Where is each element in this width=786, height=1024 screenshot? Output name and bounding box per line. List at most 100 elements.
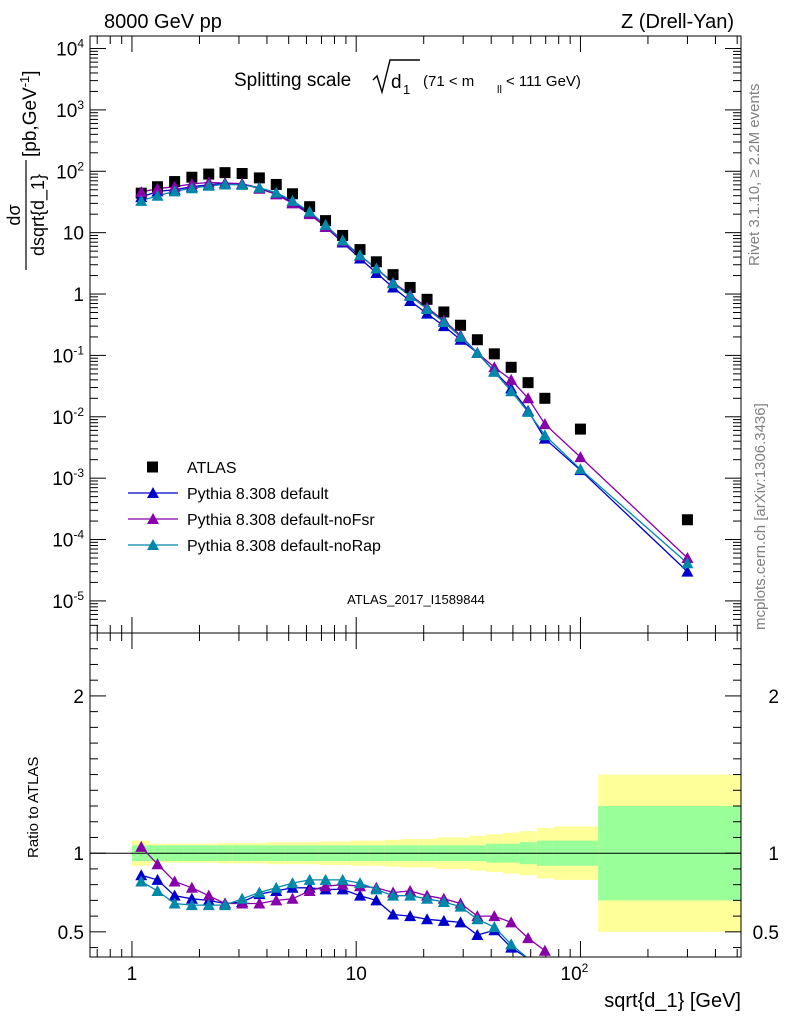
main-data-point-mc — [303, 205, 316, 217]
main-data-point-mc — [319, 219, 332, 231]
ratio-plot-frame — [89, 632, 742, 958]
ratio-data-point — [303, 884, 316, 896]
main-data-point-mc — [421, 303, 434, 315]
main-data-point-atlas — [219, 167, 231, 179]
main-data-point-mc — [151, 189, 164, 201]
ratio-data-point — [168, 875, 181, 887]
main-data-point-atlas — [488, 348, 500, 360]
ratio-data-point — [253, 886, 266, 898]
ratio-data-point — [185, 899, 198, 911]
ylabel-unit: [pb,GeV-1] — [17, 70, 41, 157]
ratio-data-point — [437, 895, 450, 907]
mcplots-label: mcplots.cern.ch [arXiv:1306.3436] — [752, 403, 769, 630]
ratio-data-point — [505, 938, 518, 950]
y-tick-label-ratio-left: 2 — [73, 687, 84, 708]
ratio-data-point — [336, 873, 349, 885]
main-data-point-mc — [286, 194, 299, 206]
ratio-series-clipped — [135, 840, 551, 957]
ratio-data-point — [151, 884, 164, 896]
legend-marker-mc — [147, 487, 159, 498]
ratio-data-point — [185, 881, 198, 893]
ratio-data-point — [286, 877, 299, 889]
main-data-point-mc — [471, 346, 484, 358]
main-series-layer — [135, 167, 694, 577]
ratio-data-point — [253, 897, 266, 909]
ratio-data-point — [387, 889, 400, 901]
ylabel-denominator: dsqrt{d_1} — [28, 174, 49, 256]
analysis-watermark: ATLAS_2017_I1589844 — [347, 592, 485, 607]
ratio-data-point — [319, 873, 332, 885]
main-data-point-atlas — [186, 171, 198, 183]
legend-marker-mc — [147, 539, 159, 550]
main-data-point-atlas — [203, 168, 215, 180]
ratio-ticks: 0.5 0.5 1 1 2 2 — [58, 648, 779, 949]
ratio-data-point — [270, 894, 283, 906]
main-title-text: Splitting scale — [234, 70, 351, 91]
main-data-point-mc — [505, 373, 518, 385]
main-data-point-atlas — [574, 423, 586, 435]
main-data-point-atlas — [253, 172, 265, 184]
main-data-point-mc — [354, 249, 367, 261]
ratio-data-point — [437, 914, 450, 926]
header-right: Z (Drell-Yan) — [621, 11, 734, 33]
main-data-point-mc — [488, 365, 501, 377]
ratio-data-point — [286, 892, 299, 904]
main-data-point-mc — [681, 565, 694, 577]
ratio-data-point — [135, 840, 148, 852]
ratio-data-point — [522, 932, 535, 944]
main-title-sqrt-sub: 1 — [403, 82, 410, 97]
ratio-data-point — [471, 928, 484, 940]
sqrt-sign — [372, 59, 420, 95]
ratio-data-point — [404, 910, 417, 922]
main-data-point-mc — [219, 178, 232, 190]
ratio-data-point — [151, 873, 164, 885]
main-data-point-atlas — [287, 188, 299, 200]
rivet-label: Rivet 3.1.10, ≥ 2.2M events — [746, 84, 763, 267]
ratio-data-point — [135, 869, 148, 881]
x-tick-label: 1 — [127, 964, 138, 985]
ratio-data-point — [354, 877, 367, 889]
ratio-data-point — [168, 897, 181, 909]
main-data-point-atlas — [681, 514, 693, 526]
y-tick-label-main: 10-3 — [52, 466, 84, 490]
main-data-point-mc — [538, 429, 551, 441]
main-data-point-mc — [168, 185, 181, 197]
ratio-data-point — [151, 858, 164, 870]
ratio-data-point — [185, 892, 198, 904]
main-ylabel: dσ dsqrt{d_1} [pb,GeV-1] — [4, 70, 49, 270]
y-tick-label-main: 1 — [73, 285, 84, 306]
main-data-point-mc — [387, 277, 400, 289]
main-title-cut-sub: ll — [497, 84, 502, 96]
legend-label: Pythia 8.308 default — [187, 486, 329, 503]
main-data-point-atlas — [539, 392, 551, 404]
ratio-uncertainty-bands — [90, 774, 741, 932]
y-tick-label-ratio-right: 0.5 — [753, 923, 779, 944]
main-title-cut-left: (71 < m — [423, 73, 474, 90]
main-data-point-atlas — [387, 269, 399, 281]
ratio-data-point — [488, 910, 501, 922]
ratio-data-point — [454, 916, 467, 928]
ratio-data-point — [421, 892, 434, 904]
ratio-series-layer — [135, 840, 551, 957]
header-left: 8000 GeV pp — [104, 11, 222, 33]
main-data-point-mc — [404, 289, 417, 301]
main-data-point-mc — [454, 330, 467, 342]
legend-label: ATLAS — [187, 460, 237, 477]
ylabel-numerator: dσ — [4, 204, 24, 225]
ratio-data-point — [236, 892, 249, 904]
main-data-point-mc — [270, 186, 283, 198]
ratio-data-point — [168, 889, 181, 901]
ratio-data-point — [387, 908, 400, 920]
main-title-sqrt-var: d — [391, 72, 402, 93]
x-axis-label: sqrt{d_1} [GeV] — [604, 990, 741, 1012]
main-data-point-atlas — [471, 334, 483, 346]
ratio-data-point — [135, 875, 148, 887]
main-data-point-atlas — [270, 178, 282, 190]
y-tick-label-ratio-left: 1 — [73, 844, 84, 865]
ratio-data-point — [303, 873, 316, 885]
main-title: Splitting scale d 1 (71 < m ll < 111 GeV… — [234, 59, 581, 97]
main-data-point-mc — [202, 179, 215, 191]
ratio-data-point — [370, 894, 383, 906]
y-tick-label-main: 103 — [56, 98, 84, 122]
legend-marker-mc — [147, 513, 159, 524]
